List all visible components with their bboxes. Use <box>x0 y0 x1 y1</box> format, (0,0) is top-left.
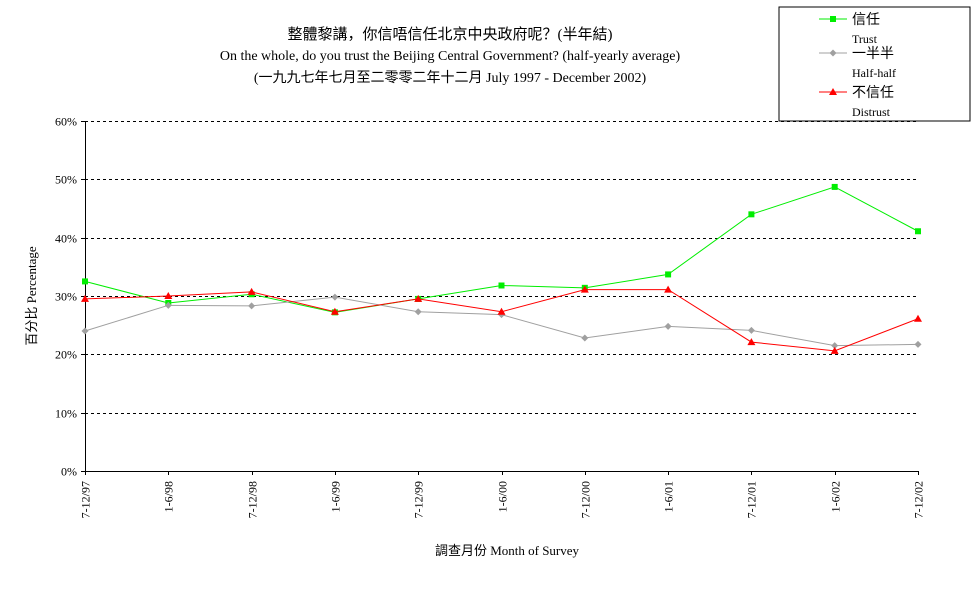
x-tick-label: 1-6/00 <box>496 481 510 512</box>
data-point <box>914 340 922 348</box>
data-point <box>82 278 88 285</box>
data-point <box>831 183 838 190</box>
data-point <box>914 314 922 322</box>
y-tick-label: 20% <box>55 348 77 362</box>
x-ticks: 7-12/97 1-6/98 7-12/98 1-6/99 7-12/99 1-6/00 7… <box>79 471 926 518</box>
x-tick-label: 1-6/98 <box>162 481 176 512</box>
data-point <box>915 228 921 235</box>
data-point <box>414 308 422 316</box>
data-point <box>748 211 755 218</box>
data-point <box>498 282 505 289</box>
data-point <box>414 294 423 302</box>
x-tick-label: 7-12/99 <box>412 481 426 518</box>
data-point <box>581 334 589 342</box>
y-tick-label: 10% <box>55 407 77 421</box>
data-point <box>248 302 256 310</box>
data-point <box>747 326 755 334</box>
data-point <box>664 322 672 330</box>
series-line <box>84 296 919 347</box>
data-point <box>665 271 672 278</box>
y-tick-label: 40% <box>55 232 77 246</box>
legend-label-en: Distrust <box>852 105 891 119</box>
y-ticks: 0% 10% 20% 30% 40% 50% 60% <box>55 115 85 479</box>
gridlines <box>85 121 918 414</box>
data-point <box>164 292 173 299</box>
x-axis-title: 調查月份 Month of Survey <box>435 543 580 558</box>
data-point <box>580 285 589 293</box>
data-point <box>81 327 89 335</box>
chart-title-zh: 整體黎講，你信唔信任北京中央政府呢？(半年結) <box>288 26 613 43</box>
series <box>81 183 922 354</box>
y-tick-label: 0% <box>61 465 77 479</box>
series-trust <box>82 183 921 316</box>
chart-title-en: On the whole, do you trust the Beijing C… <box>220 49 681 64</box>
data-point <box>747 338 756 346</box>
x-tick-label: 7-12/97 <box>79 481 93 518</box>
data-point <box>81 294 89 302</box>
legend-marker <box>829 88 837 95</box>
legend-label-en: Trust <box>852 32 878 46</box>
x-tick-label: 7-12/00 <box>579 481 593 518</box>
series-half-half <box>81 293 922 350</box>
data-point <box>330 307 339 315</box>
legend-label-zh: 一半半 <box>852 46 894 62</box>
y-tick-label: 60% <box>55 115 77 129</box>
data-point <box>831 342 839 350</box>
x-tick-label: 1-6/01 <box>662 481 676 512</box>
y-axis-title: 百分比 Percentage <box>24 246 39 346</box>
legend-label-zh: 不信任 <box>852 85 894 101</box>
legend-label-zh: 信任 <box>852 12 880 28</box>
y-tick-label: 50% <box>55 173 77 187</box>
chart-subtitle: (一九九七年七月至二零零二年十二月 July 1997 - December 2… <box>254 70 647 86</box>
legend-marker <box>829 49 837 57</box>
data-point <box>247 287 256 295</box>
series-distrust <box>81 285 922 354</box>
x-tick-label: 1-6/99 <box>329 481 343 512</box>
legend-label-en: Half-half <box>852 66 896 80</box>
x-tick-label: 7-12/02 <box>912 481 926 518</box>
data-point <box>331 293 339 301</box>
x-tick-label: 7-12/98 <box>246 481 260 518</box>
data-point <box>497 307 506 315</box>
data-point <box>164 301 172 309</box>
data-point <box>830 346 839 354</box>
legend-box <box>778 6 971 122</box>
data-point <box>664 285 673 293</box>
legend-marker <box>830 16 836 22</box>
x-tick-label: 1-6/02 <box>829 481 843 512</box>
y-tick-label: 30% <box>55 290 77 304</box>
x-tick-label: 7-12/01 <box>745 481 759 518</box>
